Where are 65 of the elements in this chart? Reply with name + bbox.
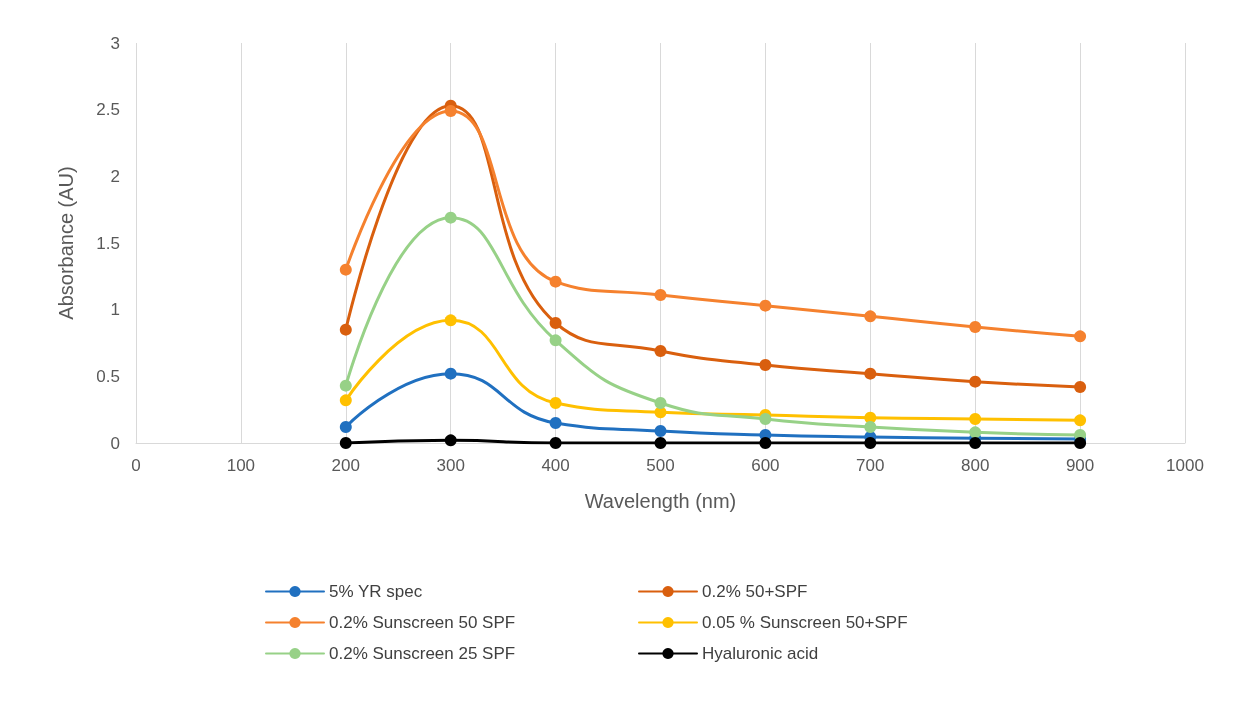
x-tick-label: 600 <box>751 456 780 475</box>
legend-label: 0.2% Sunscreen 50 SPF <box>329 613 516 632</box>
point <box>549 417 562 429</box>
point <box>339 394 352 407</box>
point <box>339 421 352 433</box>
point <box>444 105 457 117</box>
point <box>444 314 457 327</box>
point <box>969 437 982 449</box>
y-tick-label: 0 <box>110 433 120 453</box>
x-tick-label: 900 <box>1065 456 1095 475</box>
point <box>339 379 352 392</box>
point <box>759 413 772 425</box>
point <box>864 421 877 433</box>
point <box>969 321 982 333</box>
point <box>444 211 457 224</box>
point <box>654 437 667 449</box>
x-tick-label: 100 <box>226 456 256 475</box>
y-tick-label: 1.5 <box>96 233 120 253</box>
point <box>759 299 772 312</box>
point <box>864 310 877 323</box>
point <box>654 289 667 301</box>
x-tick-label: 800 <box>961 456 990 475</box>
point <box>759 359 772 371</box>
x-tick-label: 0 <box>131 456 141 475</box>
legend-label: 0.2% Sunscreen 25 SPF <box>329 644 516 663</box>
point <box>1074 330 1087 343</box>
x-tick-label: 300 <box>436 456 465 475</box>
point <box>549 275 562 288</box>
point <box>339 263 352 276</box>
legend-label: 5% YR spec <box>329 582 423 601</box>
point <box>444 367 457 380</box>
x-tick-label: 700 <box>856 456 885 475</box>
x-tick-label: 500 <box>646 456 675 475</box>
point <box>969 426 982 439</box>
legend-label: Hyaluronic acid <box>702 644 819 663</box>
point <box>339 323 352 336</box>
x-tick-label: 1000 <box>1166 456 1204 475</box>
point <box>654 425 667 437</box>
point <box>549 397 562 409</box>
y-axis-title: Absorbance (AU) <box>55 166 77 320</box>
x-tick-label: 400 <box>541 456 570 475</box>
point <box>654 397 667 409</box>
y-tick-label: 2.5 <box>96 100 120 120</box>
point <box>654 345 667 357</box>
point <box>864 367 877 380</box>
point <box>759 437 772 449</box>
point <box>864 437 877 449</box>
point <box>444 434 457 447</box>
legend-label: 0.05 % Sunscreen 50+SPF <box>702 613 908 632</box>
point <box>339 437 352 449</box>
y-tick-label: 1 <box>110 300 120 320</box>
legend-label: 0.2% 50+SPF <box>702 582 808 601</box>
point <box>549 317 562 329</box>
point <box>549 437 562 449</box>
point <box>1074 381 1087 393</box>
point <box>969 413 982 425</box>
y-tick-label: 0.5 <box>96 366 120 386</box>
x-tick-label: 200 <box>331 456 360 475</box>
point <box>1074 437 1087 449</box>
x-axis-title: Wavelength (nm) <box>584 490 737 512</box>
y-tick-label: 2 <box>110 166 120 186</box>
point <box>1074 414 1087 427</box>
point <box>549 334 562 347</box>
y-tick-label: 3 <box>110 33 120 53</box>
point <box>969 375 982 388</box>
